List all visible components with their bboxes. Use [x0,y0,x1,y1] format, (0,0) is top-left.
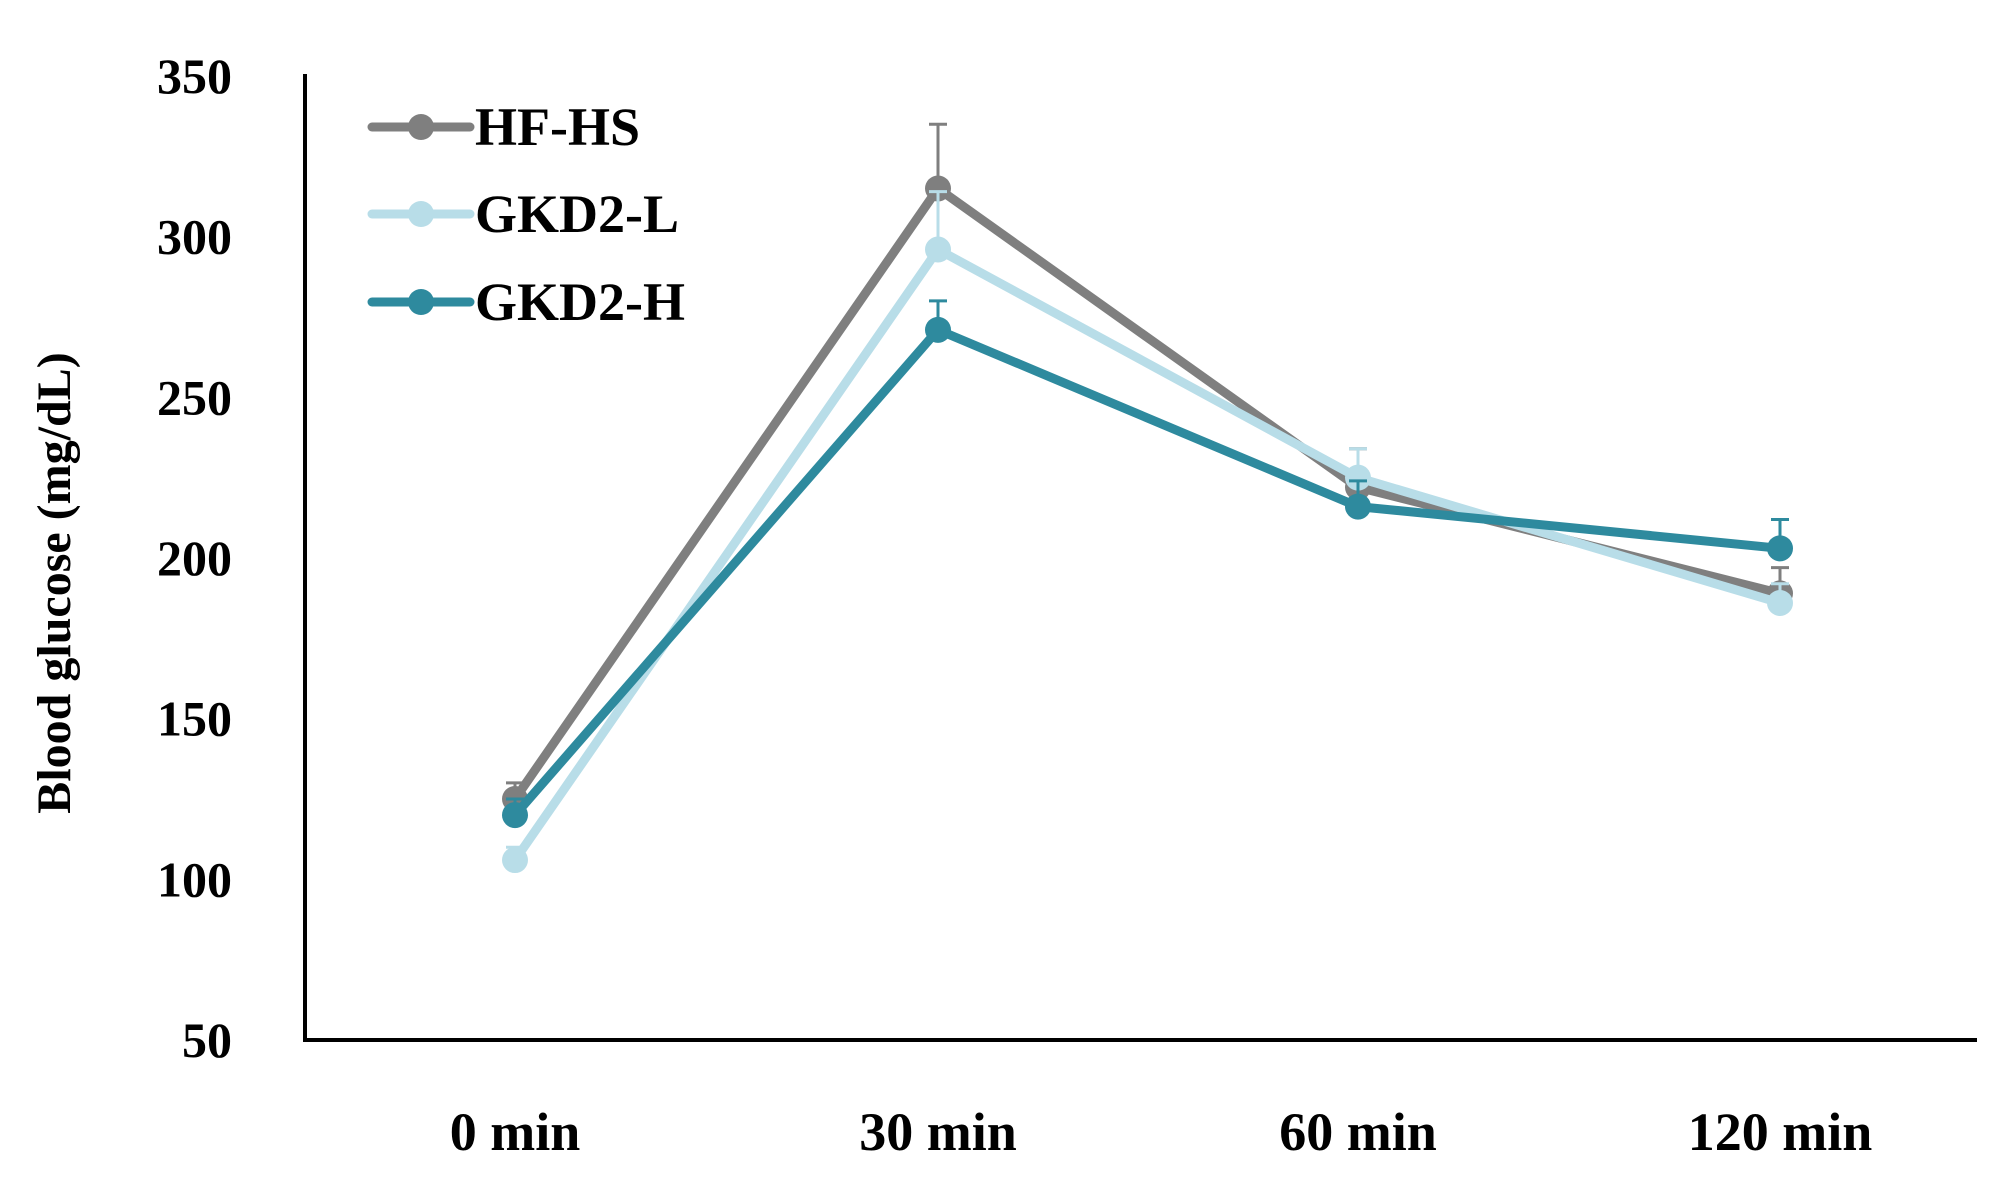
y-tick-label: 50 [182,1012,232,1068]
data-point [1767,589,1793,616]
data-point [502,847,528,874]
data-point [502,802,528,829]
series-gkd2-h [502,299,1793,829]
legend-item: GKD2-H [367,272,685,332]
data-point [1345,493,1371,520]
y-axis-title: Blood glucose (mg/dL) [28,352,81,813]
legend: HF-HS GKD2-L GKD2-H [367,97,685,332]
x-tick-labels: 0 min 30 min 60 min 120 min [450,1102,1873,1162]
legend-label: HF-HS [475,97,640,157]
y-tick-label: 100 [157,851,232,907]
series-layer [502,122,1793,874]
data-point [925,175,951,202]
x-tick-label: 30 min [859,1102,1017,1162]
data-point [925,316,951,343]
y-tick-label: 350 [157,48,232,104]
legend-label: GKD2-H [475,272,685,332]
x-tick-label: 0 min [450,1102,581,1162]
data-point [1345,464,1371,491]
legend-label: GKD2-L [475,184,679,244]
series-line [510,325,1785,820]
series-line [510,183,1785,804]
data-point [925,236,951,263]
legend-swatch-marker [408,201,434,227]
y-tick-label: 150 [157,691,232,747]
y-tick-labels: 50 100 150 200 250 300 350 [157,48,232,1068]
x-tick-label: 60 min [1279,1102,1437,1162]
x-tick-label: 120 min [1688,1102,1873,1162]
legend-item: HF-HS [367,97,640,157]
y-tick-label: 250 [157,369,232,425]
series-line [510,245,1785,865]
series-gkd2-l [502,190,1793,874]
series-hf-hs [502,122,1793,812]
legend-swatch-marker [408,289,434,315]
y-tick-label: 300 [157,209,232,265]
y-tick-label: 200 [157,530,232,586]
axes-layer [303,74,1977,1042]
legend-swatch-marker [408,114,434,140]
legend-item: GKD2-L [367,184,679,244]
data-point [1767,535,1793,562]
